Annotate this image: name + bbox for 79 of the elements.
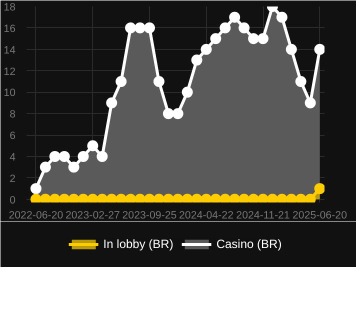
point — [191, 194, 202, 202]
point — [172, 194, 184, 202]
point — [58, 150, 70, 162]
point — [182, 194, 193, 202]
point — [162, 194, 174, 202]
point — [144, 194, 155, 202]
point — [78, 150, 89, 162]
point — [238, 194, 250, 202]
point — [49, 194, 60, 202]
point — [210, 194, 222, 202]
point — [276, 12, 288, 23]
point — [200, 44, 212, 55]
point — [153, 76, 164, 87]
point — [258, 194, 269, 202]
y-tick-label: 6 — [10, 130, 16, 142]
point — [30, 194, 42, 202]
y-tick-label: 4 — [10, 151, 16, 164]
point — [248, 33, 260, 44]
point — [87, 194, 98, 202]
y-tick-label: 16 — [4, 22, 16, 35]
point — [210, 33, 222, 44]
point — [220, 22, 231, 34]
point — [286, 194, 297, 202]
point — [68, 162, 80, 173]
point — [248, 194, 260, 202]
y-tick-label: 2 — [10, 172, 16, 185]
point — [134, 22, 146, 34]
point — [266, 194, 278, 202]
point — [182, 86, 193, 98]
point — [106, 97, 118, 108]
point — [229, 12, 240, 23]
point — [238, 22, 250, 34]
point — [87, 140, 98, 152]
point — [144, 22, 155, 34]
point — [49, 150, 60, 162]
point — [116, 76, 127, 87]
point — [314, 44, 324, 55]
point — [58, 194, 70, 202]
point — [40, 162, 51, 173]
point — [106, 194, 118, 202]
point — [304, 97, 316, 108]
point — [125, 194, 136, 202]
point — [116, 194, 127, 202]
y-tick-label: 18 — [4, 2, 16, 14]
y-tick-label: 0 — [10, 194, 16, 206]
legend-label: In lobby (BR) — [103, 237, 174, 251]
x-tick-label: 2025-06-20 — [292, 210, 348, 222]
point — [134, 194, 146, 202]
y-tick-label: 12 — [4, 66, 16, 78]
point — [295, 76, 306, 87]
x-tick-label: 2023-09-25 — [122, 210, 177, 222]
point — [78, 194, 89, 202]
x-tick-label: 2024-04-22 — [178, 210, 234, 222]
y-tick-label: 14 — [4, 44, 16, 56]
x-tick-label: 2022-06-20 — [8, 210, 64, 222]
y-tick-label: 10 — [4, 87, 16, 100]
point — [172, 108, 184, 120]
point — [200, 194, 212, 202]
point — [68, 194, 80, 202]
y-tick-label: 8 — [10, 108, 16, 121]
point — [30, 183, 42, 194]
point — [40, 194, 51, 202]
point — [314, 183, 324, 194]
point — [286, 44, 297, 55]
point — [162, 108, 174, 120]
x-tick-label: 2023-02-27 — [65, 210, 120, 222]
point — [295, 194, 306, 202]
point — [96, 194, 108, 202]
point — [304, 194, 316, 202]
x-tick-label: 2024-11-21 — [236, 210, 290, 222]
legend-label: Casino (BR) — [216, 237, 282, 251]
point — [96, 150, 108, 162]
point — [125, 22, 136, 34]
point — [153, 194, 164, 202]
point — [220, 194, 231, 202]
point — [276, 194, 288, 202]
point — [191, 54, 202, 66]
point — [229, 194, 240, 202]
point — [258, 33, 269, 44]
